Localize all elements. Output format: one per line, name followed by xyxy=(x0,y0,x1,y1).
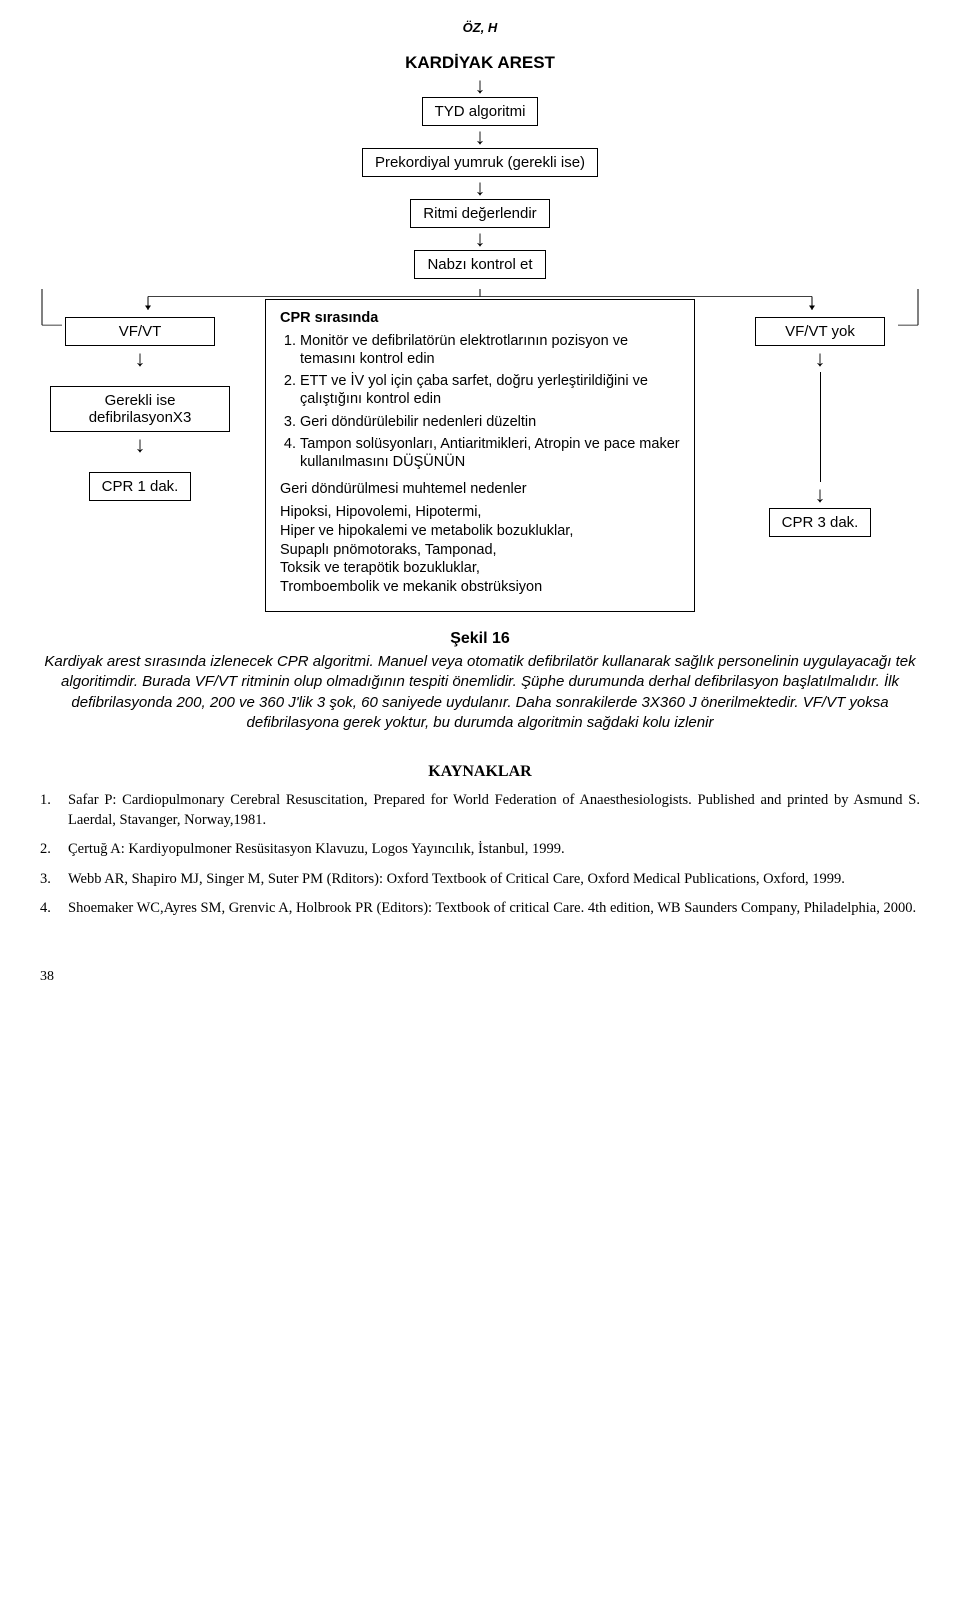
right-node-cpr3: CPR 3 dak. xyxy=(769,508,872,537)
reference-number: 2. xyxy=(40,840,68,860)
reference-item: 2. Çertuğ A: Kardiyopulmoner Resüsitasyo… xyxy=(40,840,920,860)
references-list: 1. Safar P: Cardiopulmonary Cerebral Res… xyxy=(40,791,920,919)
reference-text: Safar P: Cardiopulmonary Cerebral Resusc… xyxy=(68,791,920,830)
mid-panel-list: Monitör ve defibrilatörün elektrotlarını… xyxy=(280,332,680,471)
down-arrow-icon: ↓ xyxy=(40,179,920,197)
mid-item: Tampon solüsyonları, Antiaritmikleri, At… xyxy=(300,435,680,471)
left-node-defib: Gerekli ise defibrilasyonX3 xyxy=(50,386,230,432)
reference-item: 3. Webb AR, Shapiro MJ, Singer M, Suter … xyxy=(40,870,920,890)
reference-item: 1. Safar P: Cardiopulmonary Cerebral Res… xyxy=(40,791,920,830)
right-branch: VF/VT yok ↓ ↓ CPR 3 dak. xyxy=(730,289,910,537)
reference-text: Webb AR, Shapiro MJ, Singer M, Suter PM … xyxy=(68,870,920,890)
down-arrow-icon: ↓ xyxy=(40,230,920,248)
references-title: KAYNAKLAR xyxy=(40,763,920,781)
right-node-vfvtyok: VF/VT yok xyxy=(755,317,885,346)
down-arrow-icon: ↓ xyxy=(40,77,920,95)
left-node-vfvt: VF/VT xyxy=(65,317,215,346)
mid-item: Geri döndürülebilir nedenleri düzeltin xyxy=(300,413,680,431)
reference-number: 1. xyxy=(40,791,68,830)
flow-step-nabzi: Nabzı kontrol et xyxy=(414,250,545,279)
page-header-author: ÖZ, H xyxy=(40,20,920,35)
reference-text: Çertuğ A: Kardiyopulmoner Resüsitasyon K… xyxy=(68,840,920,860)
flowchart-title: KARDİYAK AREST xyxy=(40,53,920,73)
mid-item: Monitör ve defibrilatörün elektrotlarını… xyxy=(300,332,680,368)
figure-caption-text: Kardiyak arest sırasında izlenecek CPR a… xyxy=(40,652,920,733)
reference-number: 4. xyxy=(40,899,68,919)
left-node-cpr1: CPR 1 dak. xyxy=(89,472,192,501)
reference-item: 4. Shoemaker WC,Ayres SM, Grenvic A, Hol… xyxy=(40,899,920,919)
page-number: 38 xyxy=(40,969,920,985)
mid-panel-title: CPR sırasında xyxy=(280,310,680,326)
flow-step-ritmi: Ritmi değerlendir xyxy=(410,199,549,228)
reference-number: 3. xyxy=(40,870,68,890)
mid-panel: CPR sırasında Monitör ve defibrilatörün … xyxy=(265,299,695,612)
down-arrow-icon: ↓ xyxy=(815,486,826,504)
left-branch: VF/VT ↓ Gerekli ise defibrilasyonX3 ↓ CP… xyxy=(50,289,230,501)
flowchart-top: KARDİYAK AREST ↓ TYD algoritmi ↓ Prekord… xyxy=(40,53,920,279)
mid-causes: Hipoksi, Hipovolemi, Hipotermi, Hiper ve… xyxy=(280,503,680,597)
figure-caption: Şekil 16 Kardiyak arest sırasında izlene… xyxy=(40,630,920,733)
mid-item: ETT ve İV yol için çaba sarfet, doğru ye… xyxy=(300,372,680,408)
mid-subtitle: Geri döndürülmesi muhtemel nedenler xyxy=(280,481,680,497)
down-arrow-icon: ↓ xyxy=(135,436,146,454)
flow-step-prekordiyal: Prekordiyal yumruk (gerekli ise) xyxy=(362,148,598,177)
flowchart-branches: VF/VT ↓ Gerekli ise defibrilasyonX3 ↓ CP… xyxy=(40,289,920,612)
flow-step-tyd: TYD algoritmi xyxy=(422,97,539,126)
reference-text: Shoemaker WC,Ayres SM, Grenvic A, Holbro… xyxy=(68,899,920,919)
down-arrow-icon: ↓ xyxy=(40,128,920,146)
figure-label: Şekil 16 xyxy=(40,630,920,648)
down-arrow-icon: ↓ xyxy=(815,350,826,368)
down-arrow-icon: ↓ xyxy=(135,350,146,368)
